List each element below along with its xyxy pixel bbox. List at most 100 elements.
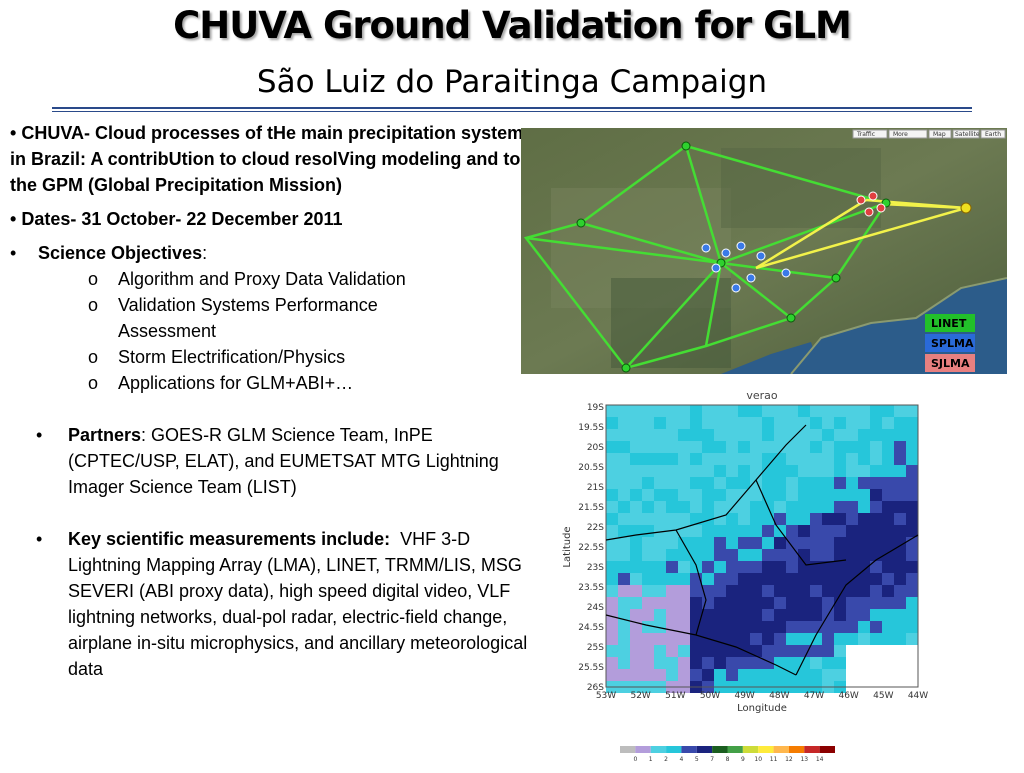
slide-title: CHUVA Ground Validation for GLM xyxy=(173,4,852,47)
heatmap-cell xyxy=(858,561,870,573)
heatmap-cell xyxy=(846,417,858,429)
heatmap-cell xyxy=(630,549,642,561)
heatmap-cell xyxy=(654,537,666,549)
heatmap-cell xyxy=(906,621,918,633)
heatmap-cell xyxy=(786,585,798,597)
heatmap-cell xyxy=(702,585,714,597)
heatmap-cell xyxy=(762,633,774,645)
heatmap-cell xyxy=(630,465,642,477)
heatmap-cell xyxy=(894,561,906,573)
heatmap-cell xyxy=(630,477,642,489)
heatmap-cell xyxy=(822,597,834,609)
heatmap-cell xyxy=(858,441,870,453)
heatmap-cell xyxy=(906,465,918,477)
heatmap-cell xyxy=(906,609,918,621)
dates-bullet-text: Dates- 31 October- 22 December 2011 xyxy=(21,209,343,229)
heatmap-cell xyxy=(774,405,786,417)
heatmap-cell xyxy=(630,453,642,465)
heatmap-cell xyxy=(666,513,678,525)
heatmap-cell xyxy=(846,609,858,621)
heatmap-cell xyxy=(882,489,894,501)
heatmap-cell xyxy=(678,633,690,645)
heatmap-cell xyxy=(630,669,642,681)
heatmap-cell xyxy=(762,561,774,573)
heatmap-cell xyxy=(786,441,798,453)
heatmap-cell xyxy=(606,561,618,573)
sub-bullet-marker: o xyxy=(88,269,99,289)
heatmap-cell xyxy=(630,609,642,621)
heatmap-cell xyxy=(678,561,690,573)
heatmap-cell xyxy=(894,417,906,429)
heatmap-cell xyxy=(846,585,858,597)
bullet-marker: • xyxy=(10,209,17,229)
heatmap-cell xyxy=(894,549,906,561)
bullet-marker: • xyxy=(10,123,17,143)
heatmap-cell xyxy=(834,645,846,657)
heatmap-cell xyxy=(630,525,642,537)
heatmap-cell xyxy=(798,597,810,609)
heatmap-cell xyxy=(702,489,714,501)
heatmap-cell xyxy=(618,549,630,561)
heatmap-cell xyxy=(774,513,786,525)
heatmap-cell xyxy=(714,585,726,597)
heatmap-cell xyxy=(714,669,726,681)
heatmap-cell xyxy=(606,477,618,489)
objective-item: o Storm Electrification/Physics xyxy=(10,344,535,370)
heatmap-cell xyxy=(870,465,882,477)
heatmap-cell xyxy=(882,525,894,537)
heatmap-cell xyxy=(810,525,822,537)
heatmap-cell xyxy=(606,501,618,513)
y-tick-label: 19.5S xyxy=(578,423,604,433)
dates-bullet: • Dates- 31 October- 22 December 2011 xyxy=(10,206,535,232)
heatmap-cell xyxy=(750,537,762,549)
heatmap-cell xyxy=(666,645,678,657)
heatmap-cell xyxy=(738,669,750,681)
heatmap-cell xyxy=(690,465,702,477)
heatmap-cell xyxy=(858,513,870,525)
heatmap-cell xyxy=(786,549,798,561)
heatmap-cell xyxy=(822,621,834,633)
heatmap-cell xyxy=(810,405,822,417)
x-tick-label: 51W xyxy=(665,691,685,701)
heatmap-cell xyxy=(870,525,882,537)
colorbar-label: 5 xyxy=(695,756,699,763)
lightning-heatmap: verao 19S 19.5S 20S 20.5S 21S 21.5S 22S 22.5S 23… xyxy=(556,385,936,715)
heatmap-cell xyxy=(702,441,714,453)
heatmap-cell xyxy=(822,525,834,537)
heatmap-cell xyxy=(678,645,690,657)
heatmap-cell xyxy=(666,537,678,549)
heatmap-cell xyxy=(822,537,834,549)
colorbar-label: 1 xyxy=(649,756,653,763)
heatmap-cell xyxy=(678,441,690,453)
heatmap-cell xyxy=(834,609,846,621)
heatmap-cell xyxy=(654,645,666,657)
heatmap-cell xyxy=(834,585,846,597)
heatmap-cell xyxy=(810,645,822,657)
heatmap-cell xyxy=(774,501,786,513)
heatmap-cell xyxy=(846,633,858,645)
y-tick-label: 21.5S xyxy=(578,503,604,513)
heatmap-cell xyxy=(810,429,822,441)
heatmap-cell xyxy=(750,453,762,465)
heatmap-cell xyxy=(906,513,918,525)
heatmap-cell xyxy=(750,489,762,501)
heatmap-cell xyxy=(654,513,666,525)
heatmap-cell xyxy=(846,621,858,633)
heatmap-cell xyxy=(906,525,918,537)
colorbar-swatch xyxy=(712,746,728,753)
heatmap-cell xyxy=(642,525,654,537)
heatmap-cell xyxy=(786,621,798,633)
heatmap-cell xyxy=(618,405,630,417)
heatmap-cell xyxy=(774,477,786,489)
heatmap-cell xyxy=(846,453,858,465)
heatmap-cell xyxy=(702,621,714,633)
heatmap-cell xyxy=(714,549,726,561)
heatmap-cell xyxy=(858,525,870,537)
heatmap-cell xyxy=(798,417,810,429)
heatmap-cell xyxy=(750,597,762,609)
heatmap-cell xyxy=(810,537,822,549)
heatmap-cell xyxy=(654,453,666,465)
objective-item: o Applications for GLM+ABI+… xyxy=(10,370,535,396)
heatmap-cell xyxy=(774,441,786,453)
heatmap-cell xyxy=(750,417,762,429)
